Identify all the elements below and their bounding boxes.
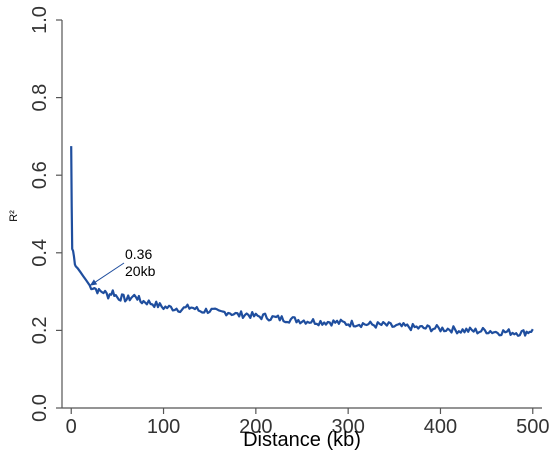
y-tick-label: 0.8 [29, 84, 51, 112]
x-tick-label: 500 [516, 416, 549, 438]
x-tick-label: 300 [331, 416, 364, 438]
y-tick-label: 1.0 [29, 6, 51, 34]
x-tick-label: 0 [66, 416, 77, 438]
y-tick-label: 0.2 [29, 316, 51, 344]
x-tick-label: 100 [147, 416, 180, 438]
axes [61, 20, 542, 409]
annotation-arrow-head [89, 279, 98, 286]
x-tick-label: 400 [424, 416, 457, 438]
annotation-distance-label: 20kb [125, 263, 156, 279]
x-ticks: 0 100 200 300 400 500 [66, 408, 549, 438]
y-tick-label: 0.0 [29, 394, 51, 422]
x-tick-label: 200 [239, 416, 272, 438]
x-axis-title: Distance (kb) [243, 429, 361, 451]
y-ticks: 0.0 0.2 0.4 0.6 0.8 1.0 [29, 6, 62, 422]
y-axis-title: R² [8, 210, 20, 222]
ld-decay-line [70, 146, 534, 337]
y-tick-label: 0.4 [29, 239, 51, 267]
annotation-arrow [92, 262, 125, 285]
annotation-value-label: 0.36 [125, 246, 152, 262]
y-tick-label: 0.6 [29, 161, 51, 189]
